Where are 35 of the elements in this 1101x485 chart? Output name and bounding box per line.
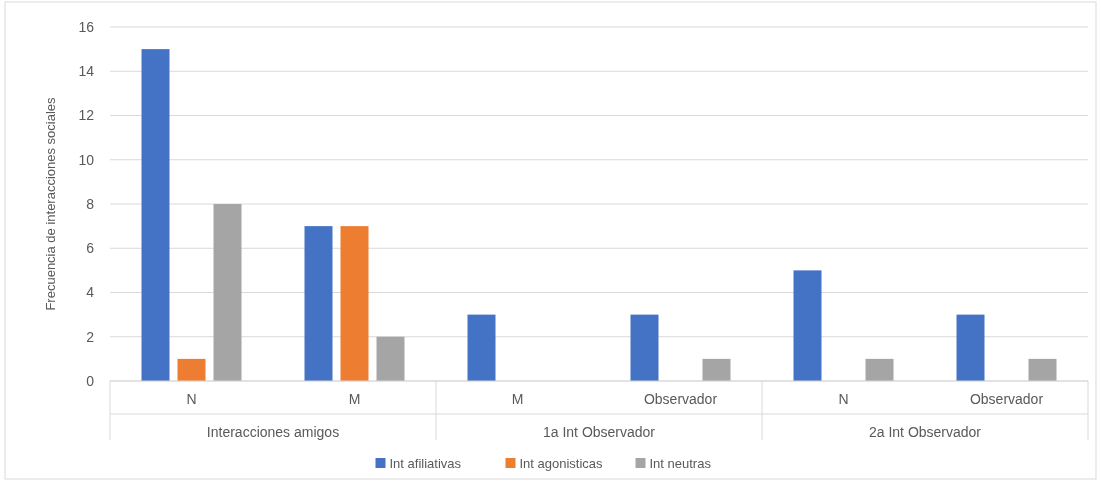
legend-label: Int neutras: [649, 455, 712, 471]
y-tick-label: 14: [78, 63, 95, 80]
bar: [956, 314, 985, 381]
bar: [630, 314, 659, 381]
bar: [793, 270, 822, 381]
x-tick-label: Observador: [643, 391, 718, 407]
y-tick-label: 12: [78, 107, 95, 124]
bar: [304, 226, 333, 381]
y-tick-label: 2: [86, 328, 95, 345]
bar: [1028, 358, 1057, 381]
y-axis-title: Frecuencia de interacciones sociales: [43, 96, 58, 311]
text: 1a Int Observador: [542, 424, 656, 440]
x-tick-label: N: [186, 391, 197, 407]
x-tick-label: Observador: [969, 391, 1044, 407]
bar: [177, 358, 206, 381]
y-tick-label: 6: [86, 240, 95, 257]
bar: [702, 358, 731, 381]
bar: [376, 336, 405, 381]
text: Interacciones amigos: [206, 424, 340, 440]
bar: [340, 226, 369, 381]
y-tick-label: 10: [78, 151, 95, 168]
x-tick-label: N: [838, 391, 849, 407]
legend-label: Int agonisticas: [519, 455, 604, 471]
y-tick-label: 16: [78, 18, 95, 35]
legend-label: Int afiliativas: [389, 455, 462, 471]
bar: [141, 49, 170, 381]
bar: [865, 358, 894, 381]
bar: [467, 314, 496, 381]
x-tick-label: M: [511, 391, 524, 407]
y-tick-label: 8: [86, 195, 95, 212]
bar: [213, 204, 242, 381]
x-tick-label: M: [348, 391, 361, 407]
y-tick-label: 0: [86, 372, 95, 389]
text: 2a Int Observador: [868, 424, 982, 440]
y-tick-label: 4: [86, 284, 95, 301]
